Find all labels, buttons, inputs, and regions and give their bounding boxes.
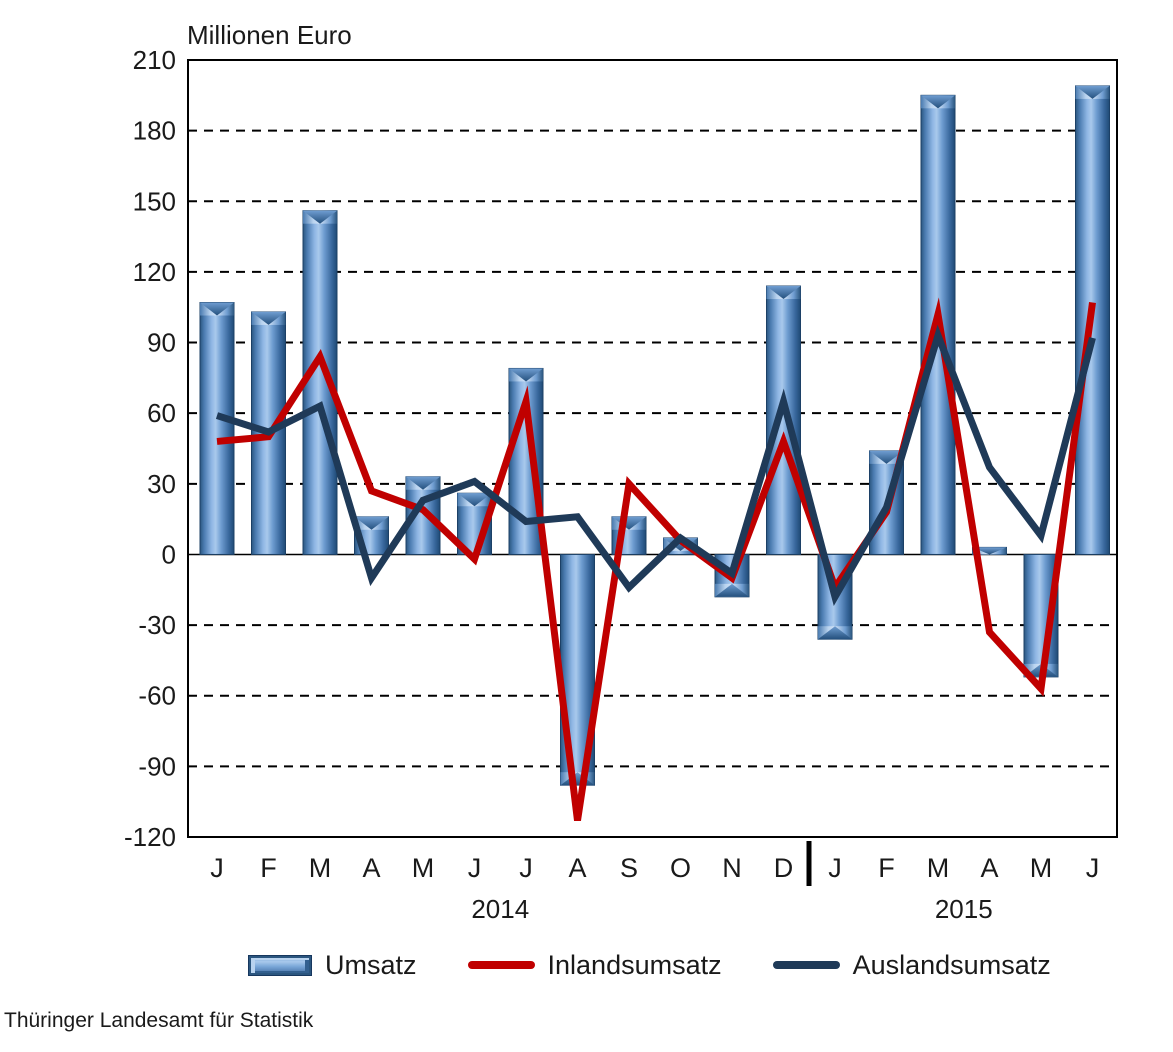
month-label: J xyxy=(1086,853,1100,883)
line-auslandsumsatz xyxy=(215,324,1096,606)
month-label: S xyxy=(620,853,638,883)
legend-swatch-inlandsumsatz xyxy=(467,961,535,969)
y-tick-label: 90 xyxy=(147,328,176,358)
month-label: M xyxy=(927,853,950,883)
bar-notch xyxy=(406,476,440,490)
bar-notch xyxy=(200,302,234,316)
bar-notch xyxy=(818,626,852,640)
bar-notch xyxy=(715,583,749,597)
legend-label-umsatz: Umsatz xyxy=(325,949,417,980)
x-axis-year-labels: 2014 2015 xyxy=(471,894,992,924)
legend-item-inlandsumsatz: Inlandsumsatz xyxy=(467,949,722,981)
y-tick-label: -120 xyxy=(124,822,176,852)
bar-notch xyxy=(354,516,389,530)
bars-umsatz xyxy=(199,85,1110,786)
bar-umsatz-3 xyxy=(354,516,389,555)
bar-notch xyxy=(921,95,955,109)
chart-title: Millionen Euro xyxy=(187,20,352,50)
legend-label-inlandsumsatz: Inlandsumsatz xyxy=(547,949,722,980)
month-label: J xyxy=(519,853,533,883)
month-label: M xyxy=(309,853,332,883)
bar-umsatz-11 xyxy=(766,285,801,555)
bar-umsatz-16 xyxy=(1023,553,1059,678)
y-tick-label: 120 xyxy=(133,257,176,287)
y-tick-label: 150 xyxy=(133,186,176,216)
month-label: M xyxy=(1030,853,1053,883)
bar-notch xyxy=(251,311,286,325)
month-label: A xyxy=(568,853,586,883)
y-tick-label: 180 xyxy=(133,116,176,146)
y-tick-label: 30 xyxy=(147,469,176,499)
legend-swatch-auslandsumsatz xyxy=(772,961,840,969)
y-tick-label: 0 xyxy=(162,539,176,569)
plot-frame xyxy=(187,59,1118,838)
month-label: A xyxy=(362,853,380,883)
month-label: D xyxy=(774,853,794,883)
legend-item-auslandsumsatz: Auslandsumsatz xyxy=(772,949,1051,981)
month-label: O xyxy=(670,853,691,883)
bar-notch xyxy=(303,210,337,224)
month-label: J xyxy=(210,853,224,883)
bar-notch xyxy=(972,547,1007,555)
year-label: 2015 xyxy=(935,894,993,924)
bar-body xyxy=(199,302,235,555)
legend-swatch-umsatz xyxy=(248,954,312,976)
legend-label-auslandsumsatz: Auslandsumsatz xyxy=(852,949,1051,980)
y-tick-label: -30 xyxy=(138,610,176,640)
month-label: F xyxy=(878,853,895,883)
bar-umsatz-0 xyxy=(199,302,235,555)
month-label: J xyxy=(828,853,842,883)
legend: Umsatz Inlandsumsatz Auslandsumsatz xyxy=(248,946,1051,984)
bar-umsatz-15 xyxy=(972,546,1007,555)
bar-notch xyxy=(457,493,492,507)
bar-body xyxy=(1023,553,1059,678)
bar-notch xyxy=(509,368,543,382)
year-label: 2014 xyxy=(471,894,529,924)
month-label: F xyxy=(260,853,277,883)
month-label: J xyxy=(468,853,482,883)
legend-item-umsatz: Umsatz xyxy=(248,950,417,981)
y-tick-label: -90 xyxy=(138,751,176,781)
year-divider xyxy=(806,841,812,886)
y-tick-label: 60 xyxy=(147,398,176,428)
line-inlandsumsatz xyxy=(216,297,1096,822)
source-attribution: Thüringer Landesamt für Statistik xyxy=(4,1009,314,1032)
y-axis-tick-labels: 210 180 150 120 90 60 30 0 -30 -60 -90 -120 xyxy=(124,45,176,852)
month-label: N xyxy=(722,853,742,883)
bar-notch xyxy=(869,450,904,464)
y-tick-label: 210 xyxy=(133,45,176,75)
bar-body xyxy=(766,285,801,555)
bar-notch xyxy=(766,286,801,300)
y-tick-label: -60 xyxy=(138,681,176,711)
bar-notch xyxy=(1075,85,1110,99)
month-label: M xyxy=(412,853,435,883)
month-label: A xyxy=(980,853,998,883)
